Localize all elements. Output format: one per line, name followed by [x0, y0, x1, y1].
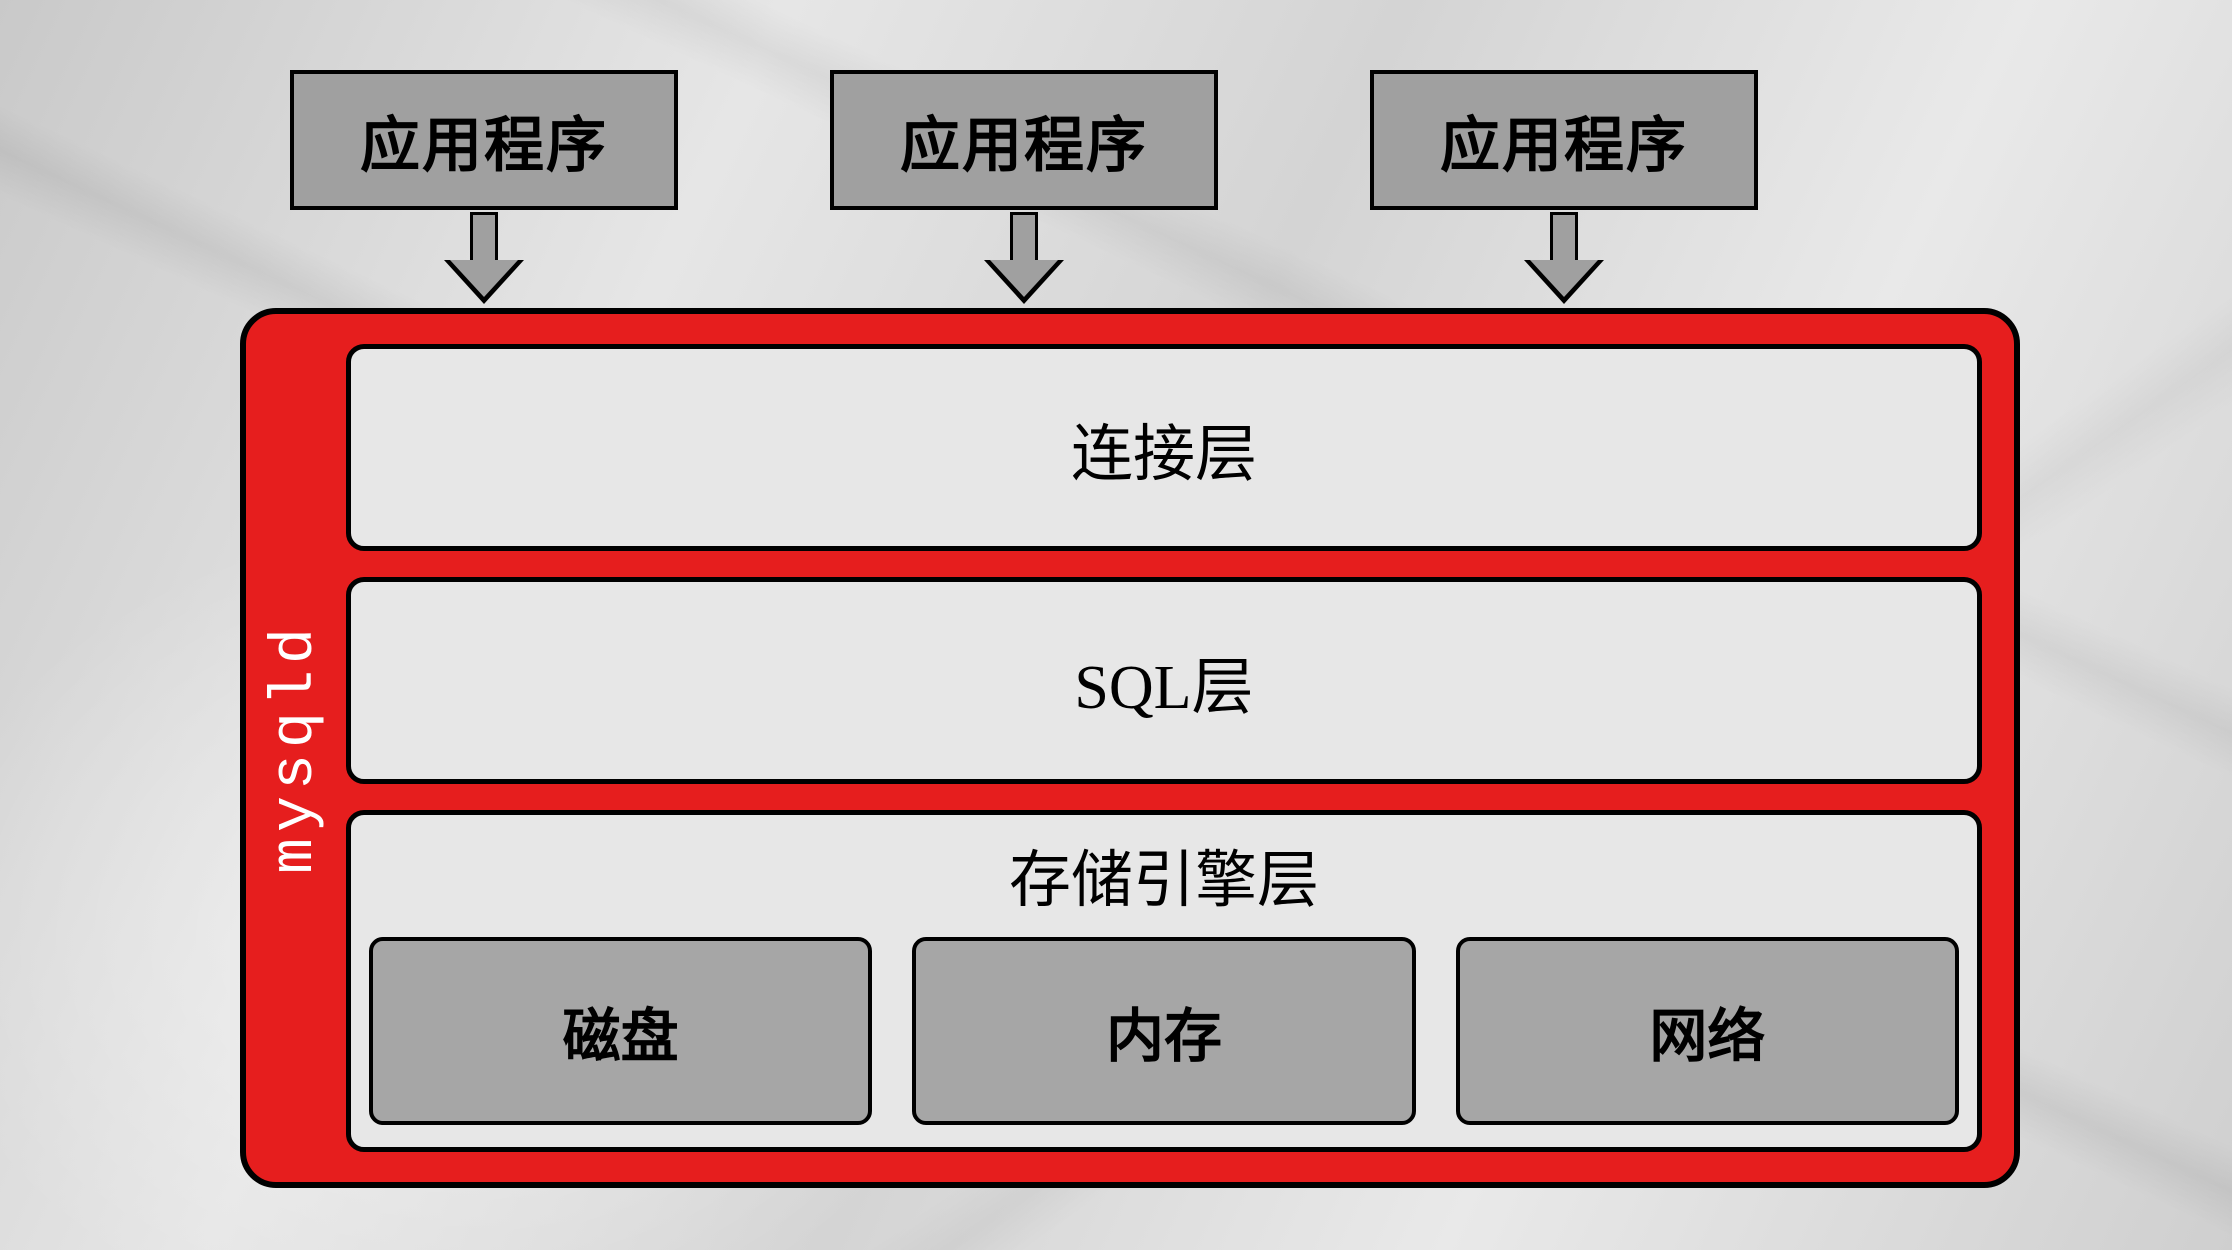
- sub-label: 网络: [1649, 989, 1765, 1073]
- layer-title: SQL层: [1074, 636, 1253, 726]
- app-box-2: 应用程序: [830, 70, 1218, 210]
- layer-sql: SQL层: [346, 577, 1982, 784]
- mysqld-container: mysqld 连接层 SQL层 存储引擎层 磁盘 内存: [240, 308, 2020, 1188]
- diagram-canvas: 应用程序 应用程序 应用程序 mysqld 连接层 SQL层 存储引擎层: [0, 0, 2232, 1250]
- layer-connection: 连接层: [346, 344, 1982, 551]
- sub-box-network: 网络: [1456, 937, 1959, 1125]
- layer-storage: 存储引擎层 磁盘 内存 网络: [346, 810, 1982, 1152]
- arrow-down-icon: [1524, 212, 1604, 260]
- sub-label: 内存: [1106, 989, 1222, 1073]
- app-box-1: 应用程序: [290, 70, 678, 210]
- app-box-3: 应用程序: [1370, 70, 1758, 210]
- layers-column: 连接层 SQL层 存储引擎层 磁盘 内存 网络: [346, 314, 2014, 1182]
- arrow-down-icon: [984, 212, 1064, 260]
- sub-box-memory: 内存: [912, 937, 1415, 1125]
- storage-sub-row: 磁盘 内存 网络: [369, 937, 1959, 1125]
- sub-box-disk: 磁盘: [369, 937, 872, 1125]
- layer-title: 连接层: [1071, 403, 1257, 493]
- arrow-down-icon: [444, 212, 524, 260]
- layer-title: 存储引擎层: [1009, 829, 1319, 919]
- sub-label: 磁盘: [563, 989, 679, 1073]
- app-label: 应用程序: [900, 97, 1148, 184]
- app-label: 应用程序: [1440, 97, 1688, 184]
- mysqld-label: mysqld: [262, 622, 330, 874]
- app-label: 应用程序: [360, 97, 608, 184]
- mysqld-sidebar: mysqld: [246, 314, 346, 1182]
